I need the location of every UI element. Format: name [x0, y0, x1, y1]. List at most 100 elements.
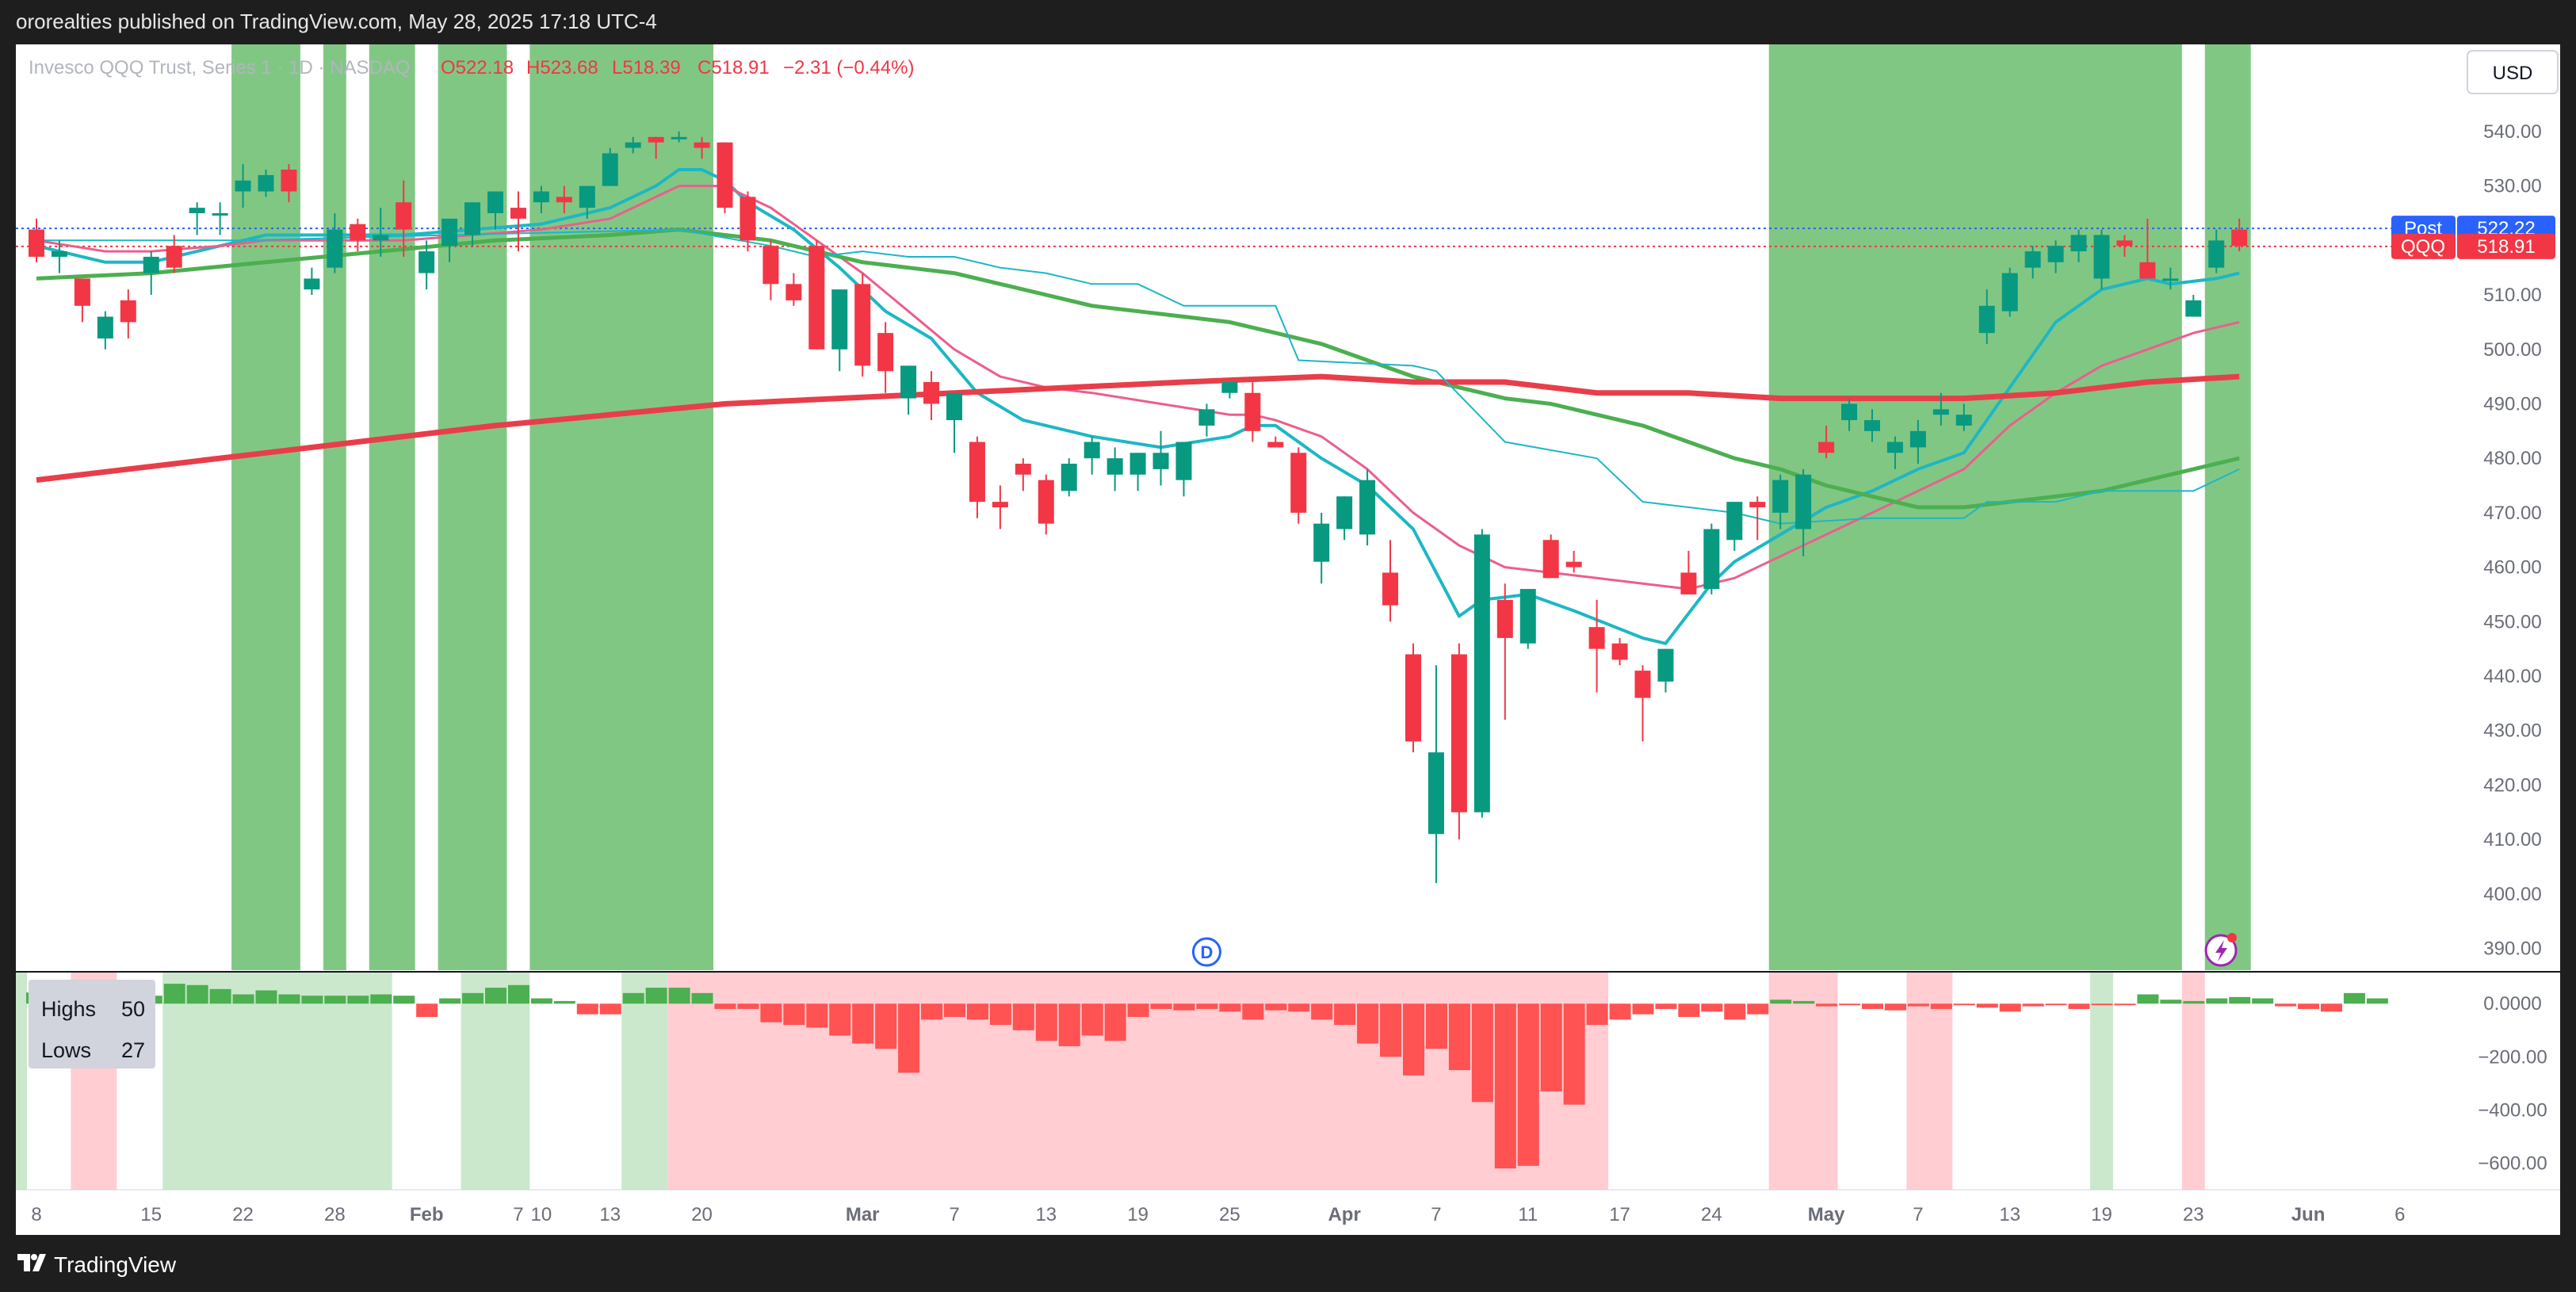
sub-bar	[599, 1003, 621, 1015]
time-tick-label: 10	[531, 1204, 552, 1225]
highlight-zone	[2204, 44, 2251, 970]
candle-body	[2208, 240, 2225, 268]
candle-body	[1657, 648, 1674, 682]
candle-body	[1496, 599, 1513, 638]
candle-body	[1473, 534, 1490, 812]
sub-bar	[2275, 1003, 2297, 1007]
sub-bar	[2343, 992, 2365, 1004]
legend-low: L518.39	[612, 57, 681, 78]
sub-bar	[1517, 1003, 1539, 1166]
sub-bar	[1448, 1003, 1470, 1071]
sub-bar	[1196, 1003, 1218, 1009]
candle-body	[464, 202, 481, 235]
moving-average-line	[36, 227, 2240, 510]
time-tick-label: Feb	[410, 1204, 444, 1225]
price-tick-label: 460.00	[2483, 557, 2541, 579]
candle-body	[51, 251, 67, 257]
legend-symbol[interactable]: Invesco QQQ Trust, Series 1 · 1D · NASDA…	[29, 57, 410, 78]
chart-canvas[interactable]: 540.00530.00520.00510.00500.00490.00480.…	[16, 44, 2560, 1235]
sub-bar	[1678, 1003, 1700, 1018]
time-tick-label: 19	[2091, 1204, 2112, 1225]
time-tick-label: 11	[1518, 1204, 1538, 1225]
price-tick-label: 430.00	[2483, 721, 2541, 742]
sub-bar	[1035, 1003, 1057, 1042]
candle-body	[1611, 643, 1628, 660]
candle-body	[740, 197, 756, 241]
sub-bar	[622, 992, 644, 1004]
sub-bar	[1724, 1003, 1746, 1020]
tradingview-logo-icon[interactable]	[16, 1251, 48, 1275]
sub-red-zone	[2181, 972, 2205, 1190]
price-tick-label: 480.00	[2483, 448, 2541, 469]
sub-bar	[2114, 1003, 2136, 1006]
legend-open: O522.18	[441, 57, 514, 78]
price-tick-label: 540.00	[2483, 121, 2541, 143]
sub-bar	[966, 1003, 988, 1020]
candle-body	[74, 278, 90, 306]
sub-bar	[2091, 1003, 2113, 1006]
candle-body	[762, 246, 779, 285]
candle-body	[2139, 262, 2156, 279]
candle-body	[1428, 752, 1444, 835]
sub-bar	[2045, 1003, 2067, 1006]
sub-bar	[1127, 1003, 1149, 1018]
candle-body	[1038, 480, 1054, 524]
candle-body	[969, 441, 985, 503]
sub-bar	[668, 988, 690, 1004]
candle-body	[2162, 278, 2179, 281]
time-tick-label: 28	[324, 1204, 346, 1225]
candle-body	[373, 235, 389, 241]
time-tick-label: 13	[1035, 1204, 1057, 1225]
currency-label: USD	[2493, 63, 2533, 84]
candle-body	[1565, 561, 1582, 568]
candle-body	[120, 300, 136, 323]
sub-bar	[1104, 1003, 1126, 1042]
candle-body	[1106, 458, 1123, 475]
sub-bar	[416, 1003, 438, 1018]
sub-bar	[1219, 1003, 1241, 1012]
sub-bar	[1563, 1003, 1585, 1105]
sub-bar	[1862, 1003, 1883, 1009]
price-tick-label: 410.00	[2483, 829, 2541, 851]
highlight-zone	[529, 44, 714, 970]
sub-bar	[2298, 1003, 2320, 1009]
time-tick-label: May	[1808, 1204, 1845, 1225]
sub-bar	[209, 988, 231, 1004]
sub-bar	[553, 1000, 575, 1004]
sub-bar	[1793, 1000, 1815, 1004]
chart-frame[interactable]: 540.00530.00520.00510.00500.00490.00480.…	[16, 44, 2560, 1235]
sub-bar	[347, 996, 369, 1004]
candle-body	[808, 246, 825, 350]
sub-bar	[783, 1003, 805, 1026]
sub-bar	[2137, 994, 2159, 1004]
sub-green-zone	[621, 972, 668, 1190]
sub-bar	[255, 990, 277, 1004]
candle-body	[923, 381, 940, 404]
candle-body	[1336, 496, 1353, 529]
candle-body	[2231, 229, 2248, 247]
candle-body	[2093, 235, 2110, 279]
candle-body	[1726, 502, 1743, 541]
candle-body	[143, 256, 159, 273]
sub-bar	[1884, 1003, 1906, 1011]
price-tick-label: 390.00	[2483, 938, 2541, 960]
candle-body	[1909, 430, 1926, 448]
price-tick-label: 500.00	[2483, 339, 2541, 361]
candle-body	[1405, 654, 1421, 742]
sub-bar	[1173, 1003, 1195, 1011]
sub-bar	[806, 1003, 828, 1028]
sub-bar	[1150, 1003, 1172, 1009]
time-tick-label: 6	[2394, 1204, 2405, 1225]
candle-body	[1634, 671, 1651, 698]
candle-body	[1978, 305, 1995, 334]
candle-body	[1886, 441, 1903, 453]
candle-body	[419, 251, 435, 273]
sub-green-zone	[2090, 972, 2113, 1190]
candle-body	[350, 224, 366, 241]
legend-change: −2.31 (−0.44%)	[783, 57, 914, 78]
dividend-marker[interactable]	[1191, 937, 1221, 967]
candle-body	[785, 284, 802, 300]
time-tick-label: Apr	[1328, 1204, 1360, 1225]
sub-bar	[1357, 1003, 1379, 1044]
currency-button[interactable]	[2467, 50, 2559, 94]
